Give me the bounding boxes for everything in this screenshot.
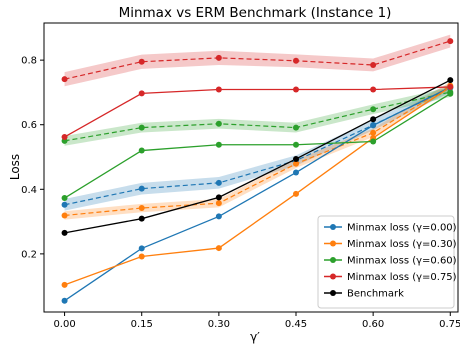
series-point bbox=[370, 122, 377, 129]
series-point bbox=[215, 141, 222, 148]
dashed-series-point bbox=[138, 58, 145, 65]
legend-marker bbox=[330, 257, 336, 263]
dashed-series-point bbox=[215, 120, 222, 127]
dashed-series-point bbox=[215, 179, 222, 186]
x-tick-label: 0.15 bbox=[131, 319, 153, 330]
legend-label: Minmax loss (γ=0.00) bbox=[347, 223, 457, 234]
dashed-series-line bbox=[64, 87, 451, 206]
series-point bbox=[138, 147, 145, 154]
x-tick-label: 0.00 bbox=[53, 319, 75, 330]
legend-marker bbox=[330, 273, 336, 280]
legend: Minmax loss (γ=0.00) Minmax loss (γ=0.30)… bbox=[317, 215, 457, 309]
series-point bbox=[61, 281, 68, 288]
series-line bbox=[64, 93, 451, 199]
series-point bbox=[138, 215, 145, 222]
x-axis-label: γ′ bbox=[250, 330, 260, 344]
series-point bbox=[61, 133, 68, 140]
y-tick-label: 0.2 bbox=[21, 249, 37, 260]
series-point bbox=[447, 90, 454, 97]
dashed-series-point bbox=[293, 124, 299, 131]
series-point bbox=[61, 229, 68, 236]
series-line bbox=[64, 86, 451, 302]
series-line bbox=[64, 86, 451, 138]
dashed-series-point bbox=[61, 212, 68, 219]
series-point bbox=[370, 86, 377, 93]
series-point bbox=[138, 90, 145, 97]
axes: 0.00 0.15 0.30 0.45 0.60 0.75 0.2 0.4 0.6 0.8 bbox=[21, 22, 460, 330]
legend-marker bbox=[330, 290, 336, 296]
dashed-series-point bbox=[370, 129, 377, 136]
series-point bbox=[447, 77, 454, 84]
dashed-series-line bbox=[64, 91, 451, 142]
dashed-series-point bbox=[138, 185, 145, 192]
series-point bbox=[61, 195, 68, 202]
dashed-series-point bbox=[61, 201, 68, 208]
series-line bbox=[64, 86, 451, 286]
x-tick-label: 0.45 bbox=[285, 319, 307, 330]
dashed-series-point bbox=[138, 205, 145, 212]
confidence-bands bbox=[64, 34, 451, 220]
dashed-series-point bbox=[215, 54, 222, 61]
y-tick-label: 0.4 bbox=[21, 185, 37, 196]
dashed-series-point bbox=[370, 106, 377, 113]
legend-box bbox=[317, 215, 455, 309]
series-lines bbox=[64, 40, 451, 302]
x-tick-label: 0.60 bbox=[362, 319, 384, 330]
series-point bbox=[138, 253, 145, 260]
series-point bbox=[293, 155, 299, 162]
series-line bbox=[64, 79, 451, 234]
dashed-series-point bbox=[447, 38, 454, 45]
series-point bbox=[447, 83, 454, 90]
legend-label: Minmax loss (γ=0.30) bbox=[347, 239, 457, 250]
series-point bbox=[370, 116, 377, 123]
confidence-band bbox=[64, 83, 451, 211]
x-tick-label: 0.30 bbox=[208, 319, 230, 330]
dashed-series-point bbox=[138, 124, 145, 131]
dashed-series-point bbox=[293, 160, 299, 167]
x-tick-label: 0.75 bbox=[439, 319, 460, 330]
legend-marker bbox=[330, 224, 336, 230]
series-point bbox=[370, 138, 377, 145]
dashed-series-point bbox=[61, 76, 68, 83]
series-point bbox=[215, 213, 222, 220]
confidence-band bbox=[64, 34, 451, 87]
series-point bbox=[215, 86, 222, 93]
chart-title: Minmax vs ERM Benchmark (Instance 1) bbox=[119, 5, 392, 21]
dashed-series-point bbox=[293, 57, 299, 64]
legend-label: Minmax loss (γ=0.60) bbox=[347, 256, 457, 267]
dashed-series-line bbox=[64, 40, 451, 80]
y-tick-label: 0.6 bbox=[21, 120, 37, 131]
dashed-series-point bbox=[370, 61, 377, 68]
series-point bbox=[138, 245, 145, 252]
dashed-series-line bbox=[64, 85, 451, 217]
series-point bbox=[215, 194, 222, 201]
series-points bbox=[61, 38, 454, 304]
legend-label: Benchmark bbox=[347, 289, 404, 300]
legend-label: Minmax loss (γ=0.75) bbox=[347, 272, 457, 283]
series-point bbox=[293, 190, 299, 197]
series-point bbox=[61, 297, 68, 304]
legend-marker bbox=[330, 240, 336, 247]
y-tick-label: 0.8 bbox=[21, 56, 37, 67]
confidence-band bbox=[64, 87, 451, 146]
plot-frame bbox=[43, 22, 459, 313]
y-axis-label: Loss bbox=[8, 154, 22, 180]
series-point bbox=[293, 169, 299, 176]
series-point bbox=[215, 245, 222, 252]
series-point bbox=[293, 141, 299, 148]
dashed-series-point bbox=[215, 200, 222, 207]
series-point bbox=[293, 86, 299, 93]
